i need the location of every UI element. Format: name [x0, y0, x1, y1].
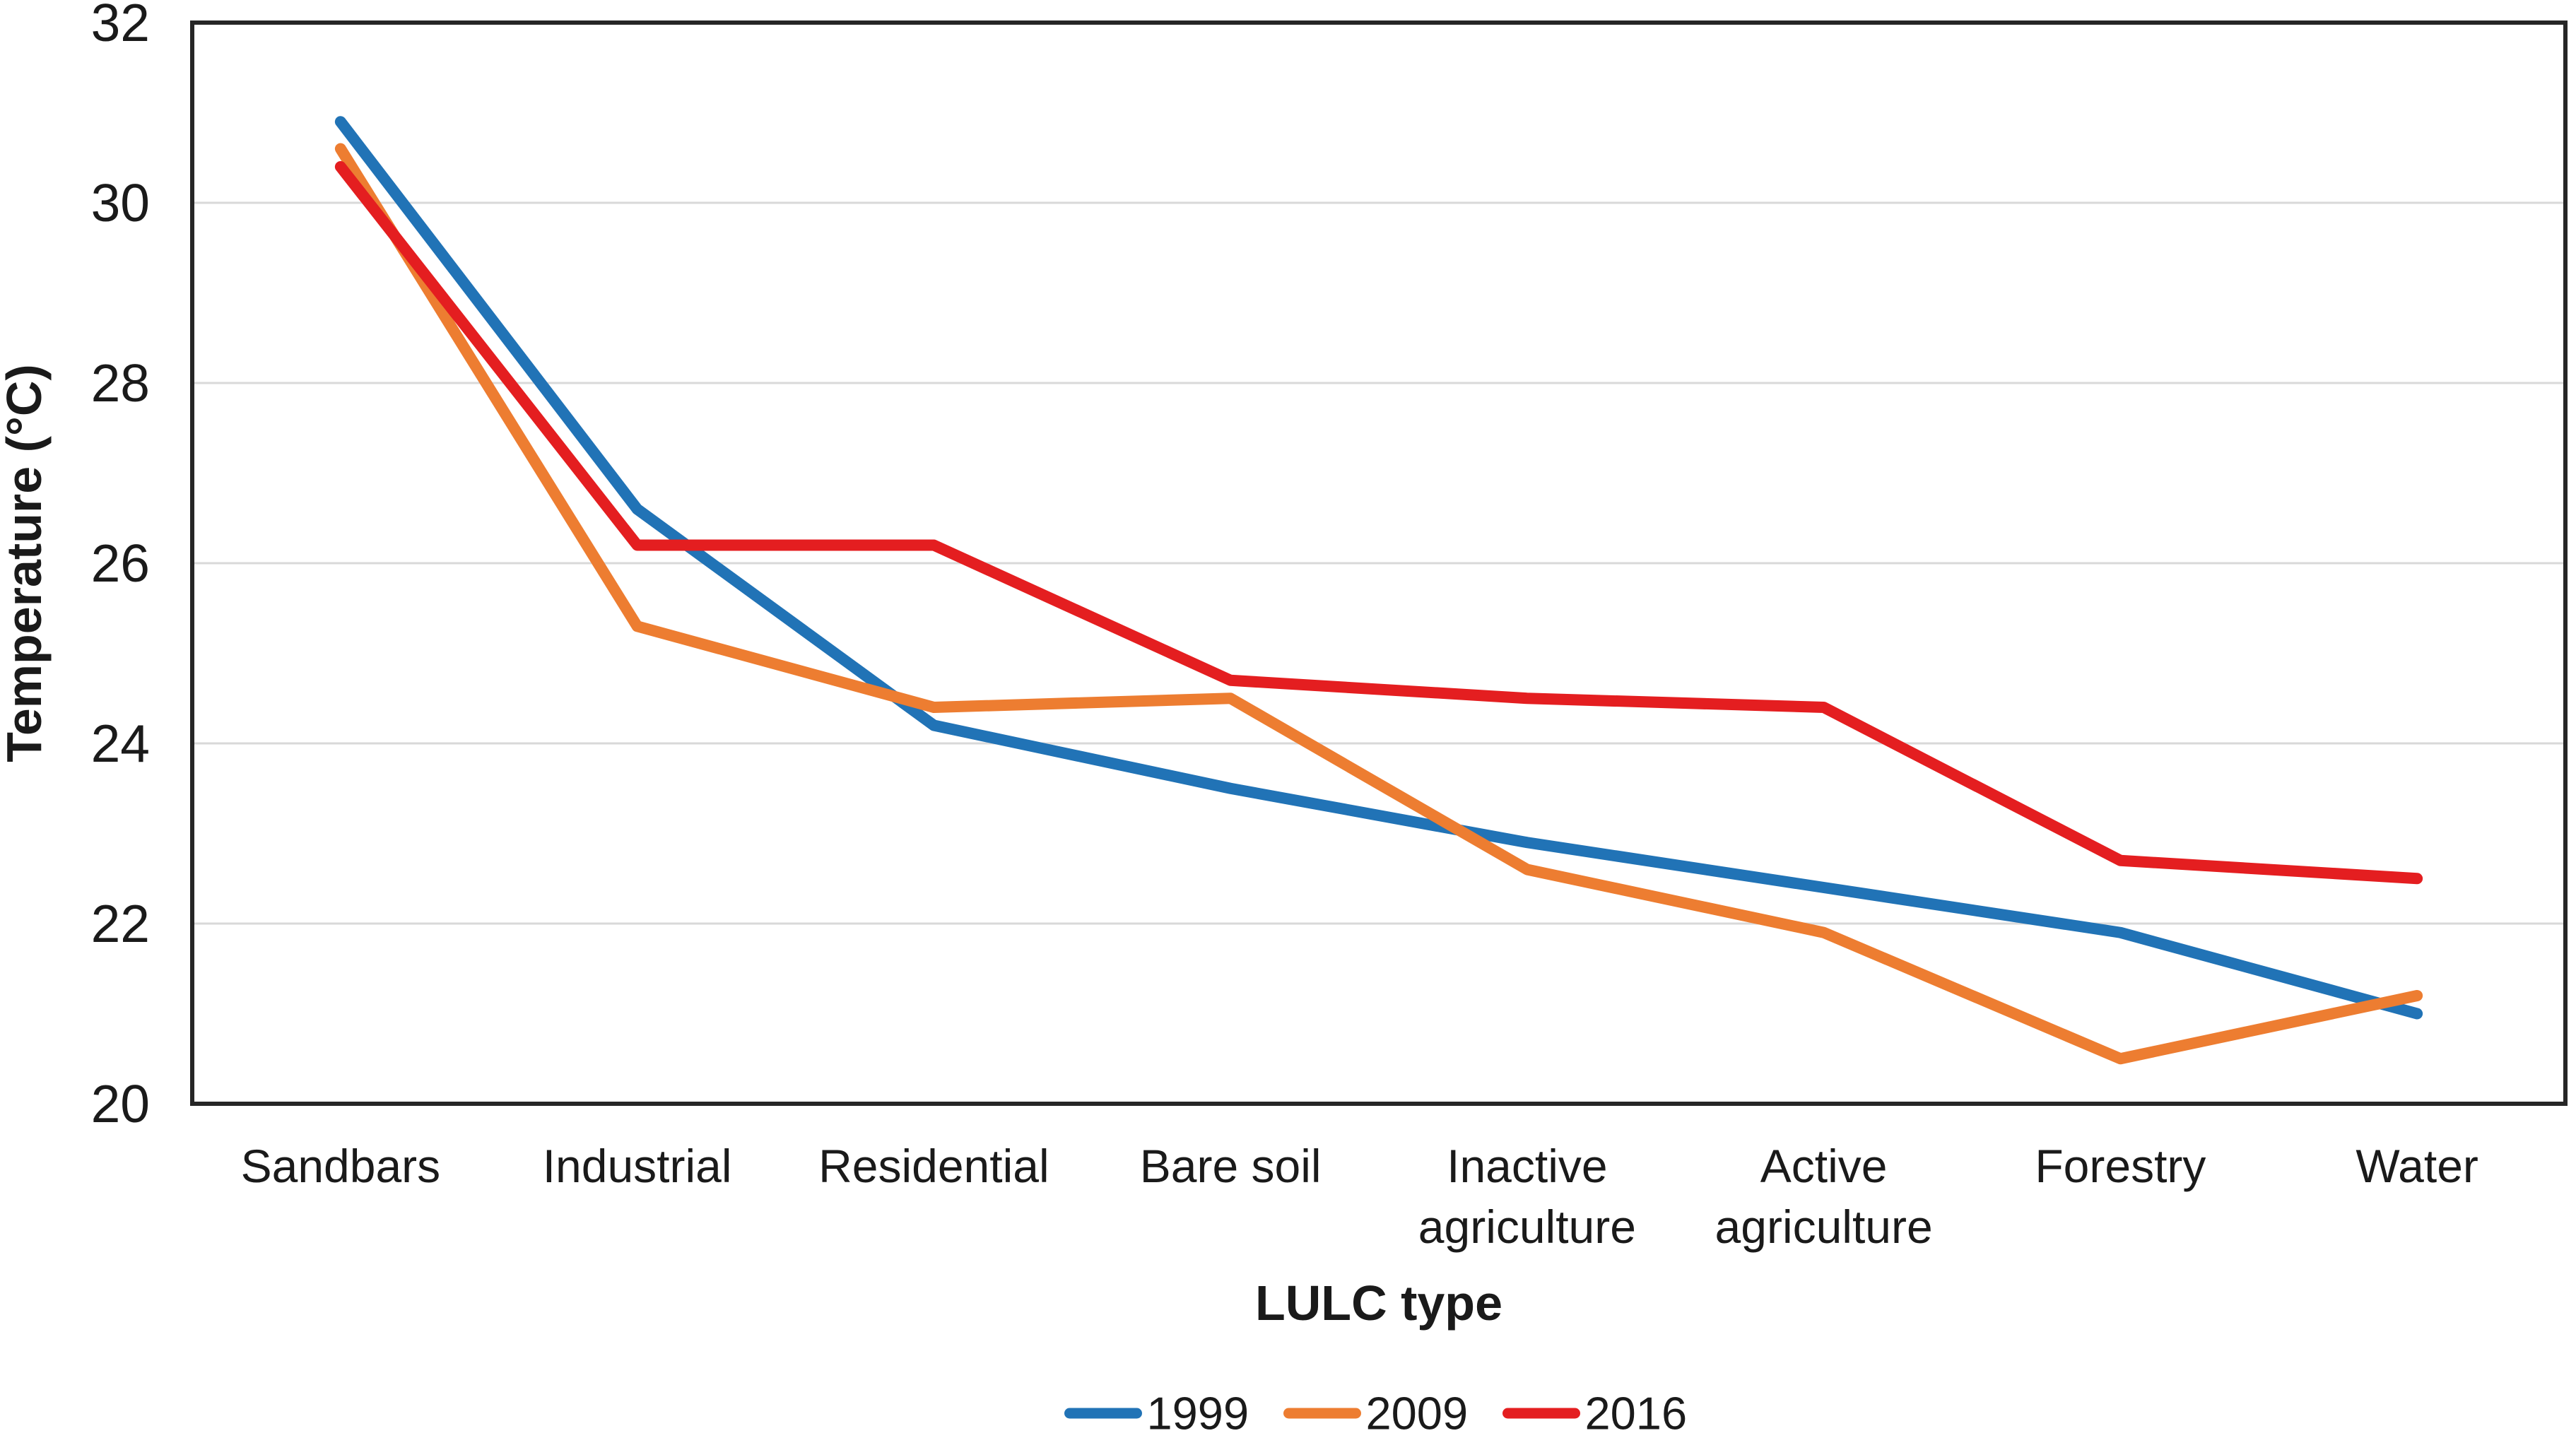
y-axis-tick-labels: 20 22 24 26 28 30 32 — [91, 0, 150, 1133]
y-tick-label-20: 20 — [91, 1074, 150, 1133]
plot-frame — [190, 20, 2568, 1106]
x-axis-category-labels: Sandbars Industrial Residential Bare soil In… — [241, 1140, 2478, 1253]
x-category-label: Sandbars — [241, 1140, 441, 1192]
x-category-label: agriculture — [1418, 1201, 1636, 1253]
y-tick-label-22: 22 — [91, 894, 150, 953]
y-tick-label-28: 28 — [91, 353, 150, 413]
y-tick-label-24: 24 — [91, 714, 150, 773]
legend-item-2016: 2016 — [1502, 1388, 1688, 1439]
x-category-label: agriculture — [1715, 1201, 1933, 1253]
legend-item-1999: 1999 — [1064, 1388, 1249, 1439]
x-category-label: Industrial — [543, 1140, 732, 1192]
x-category-label: Active — [1760, 1140, 1888, 1192]
legend-label-2009: 2009 — [1366, 1388, 1469, 1439]
x-category-label: Residential — [818, 1140, 1049, 1192]
y-tick-label-26: 26 — [91, 534, 150, 593]
x-category-label: Forestry — [2035, 1140, 2206, 1192]
y-tick-label-32: 32 — [91, 0, 150, 52]
gridlines — [192, 201, 2565, 925]
x-category-label: Bare soil — [1140, 1140, 1322, 1192]
legend-item-2009: 2009 — [1283, 1388, 1469, 1439]
x-category-label: Water — [2356, 1140, 2478, 1192]
x-category-label: Inactive — [1447, 1140, 1607, 1192]
legend-label-1999: 1999 — [1147, 1388, 1249, 1439]
series-line-1999 — [334, 116, 2423, 1020]
chart-legend: 1999 2009 2016 — [1064, 1388, 1688, 1439]
legend-label-2016: 2016 — [1585, 1388, 1688, 1439]
series-line-2009 — [334, 143, 2423, 1065]
series-line-2016 — [334, 161, 2423, 885]
series-lines — [334, 116, 2423, 1065]
plot-border — [190, 20, 2568, 1106]
x-axis-title: LULC type — [1255, 1275, 1502, 1331]
y-tick-label-30: 30 — [91, 173, 150, 232]
y-axis-title: Temperature (°C) — [0, 364, 52, 762]
